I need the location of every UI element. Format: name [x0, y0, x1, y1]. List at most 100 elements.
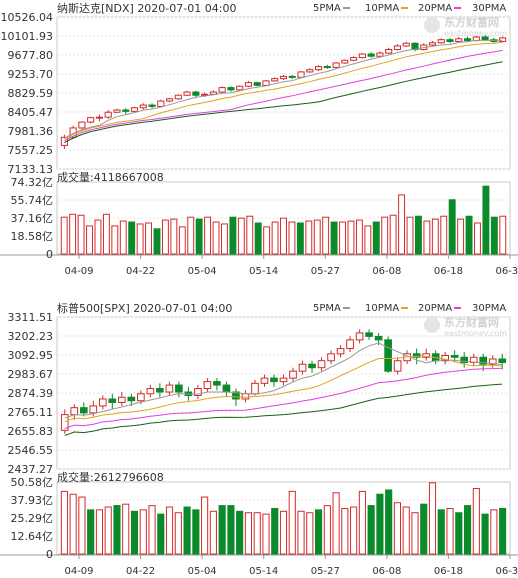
candle-body: [450, 355, 459, 358]
volume-bar: [457, 218, 465, 255]
volume-bar: [263, 226, 271, 255]
volume-bar: [204, 216, 212, 255]
ma30-legend: 30PMA: [472, 303, 507, 314]
volume-bar: [490, 216, 498, 255]
volume-bar: [227, 505, 235, 555]
date-label: 06-18: [434, 266, 463, 277]
volume-tick-label: 0: [46, 248, 53, 261]
volume-bar: [128, 221, 136, 255]
volume-bar: [119, 220, 127, 255]
candle-body: [279, 75, 288, 80]
volume-bar: [102, 213, 110, 255]
ma10-legend: 10PMA: [365, 0, 409, 17]
ndx-header: 纳斯达克[NDX] 2020-07-01 04:00 5PMA 10PMA 20…: [0, 0, 518, 17]
volume-bar: [60, 216, 68, 255]
volume-bar: [481, 513, 489, 555]
spx-title: 标普500[SPX] 2020-07-01 04:00: [57, 302, 233, 315]
candle-body: [260, 377, 269, 384]
volume-bar: [474, 222, 481, 255]
volume-bar: [237, 217, 245, 255]
volume-bar: [437, 509, 445, 555]
date-label: 06-08: [372, 266, 401, 277]
candle-body: [183, 91, 191, 96]
price-tick-label: 9677.80: [8, 49, 54, 62]
candle-body: [488, 358, 497, 365]
candle-body: [437, 39, 445, 44]
candle-body: [60, 414, 69, 431]
ma10-line: [64, 41, 503, 140]
volume-bar: [482, 185, 490, 255]
volume-bar: [323, 505, 331, 555]
ma30-line: [64, 61, 503, 144]
date-label: 04-09: [64, 266, 93, 277]
candle-body: [422, 353, 430, 358]
candle-body: [355, 332, 364, 341]
volume-bar: [372, 221, 380, 255]
candle-body: [323, 66, 331, 69]
candle-body: [78, 121, 86, 129]
volume-bar: [161, 219, 169, 255]
candle-body: [479, 356, 488, 365]
volume-bar: [246, 215, 254, 255]
volume-bar: [306, 512, 314, 555]
volume-bar: [364, 225, 372, 255]
volume-tick-label: 37.16亿: [11, 212, 54, 225]
candle-body: [113, 109, 121, 113]
candle-body: [428, 42, 437, 46]
volume-bar: [381, 216, 389, 255]
ma30-legend: 30PMA: [472, 3, 507, 14]
ma20-legend: 20PMA: [418, 0, 462, 17]
candle-body: [306, 69, 314, 73]
volume-bar: [376, 493, 384, 555]
ma10-line: [64, 355, 503, 423]
date-label: 04-09: [64, 566, 93, 577]
volume-bar: [77, 214, 85, 255]
volume-bar: [440, 215, 448, 255]
price-tick-label: 8405.47: [8, 106, 54, 119]
price-tick-label: 2983.67: [8, 368, 54, 381]
volume-bar: [113, 505, 121, 555]
volume-bar: [332, 492, 340, 555]
candle-body: [70, 407, 79, 416]
candle-body: [481, 36, 489, 41]
volume-bar: [341, 507, 349, 555]
candle-body: [460, 356, 469, 363]
volume-label: 成交量:4118667008: [57, 170, 164, 184]
candle-body: [175, 384, 183, 393]
candle-body: [108, 398, 117, 403]
volume-bar: [201, 496, 209, 555]
candle-body: [203, 381, 212, 390]
volume-bar: [472, 488, 480, 555]
ma20-legend: 20PMA: [418, 300, 462, 317]
volume-bar: [385, 489, 393, 555]
volume-bar: [86, 225, 93, 255]
candle-body: [279, 377, 288, 383]
volume-bar: [153, 228, 161, 255]
candle-body: [271, 78, 279, 82]
candle-body: [139, 104, 147, 109]
ma5-line: [64, 39, 503, 139]
candle-body: [441, 355, 450, 362]
price-tick-label: 7557.25: [8, 144, 54, 157]
price-tick-label: 2765.11: [8, 406, 54, 419]
volume-bar: [414, 215, 422, 255]
volume-tick-label: 37.93亿: [11, 494, 54, 507]
volume-bar: [499, 215, 507, 255]
candle-body: [298, 363, 307, 372]
candle-body: [385, 49, 393, 54]
date-label: 05-14: [249, 266, 278, 277]
candle-body: [308, 363, 316, 369]
ndx-panel: 纳斯达克[NDX] 2020-07-01 04:00 5PMA 10PMA 20…: [0, 0, 518, 280]
volume-bar: [94, 219, 102, 255]
volume-bar: [339, 221, 346, 255]
volume-bar: [139, 509, 147, 555]
spx-header: 标普500[SPX] 2020-07-01 04:00 5PMA 10PMA 2…: [0, 300, 518, 317]
volume-bar: [244, 512, 253, 555]
volume-bar: [183, 506, 191, 555]
candle-body: [262, 80, 270, 86]
ndx-chart: 10526.04 10101.93 9677.80 9253.70 8829.59 840…: [0, 11, 518, 277]
ma5-line: [64, 342, 503, 419]
date-label: 06-30: [495, 566, 518, 577]
date-label: 05-27: [311, 566, 340, 577]
date-label: 05-04: [188, 566, 217, 577]
